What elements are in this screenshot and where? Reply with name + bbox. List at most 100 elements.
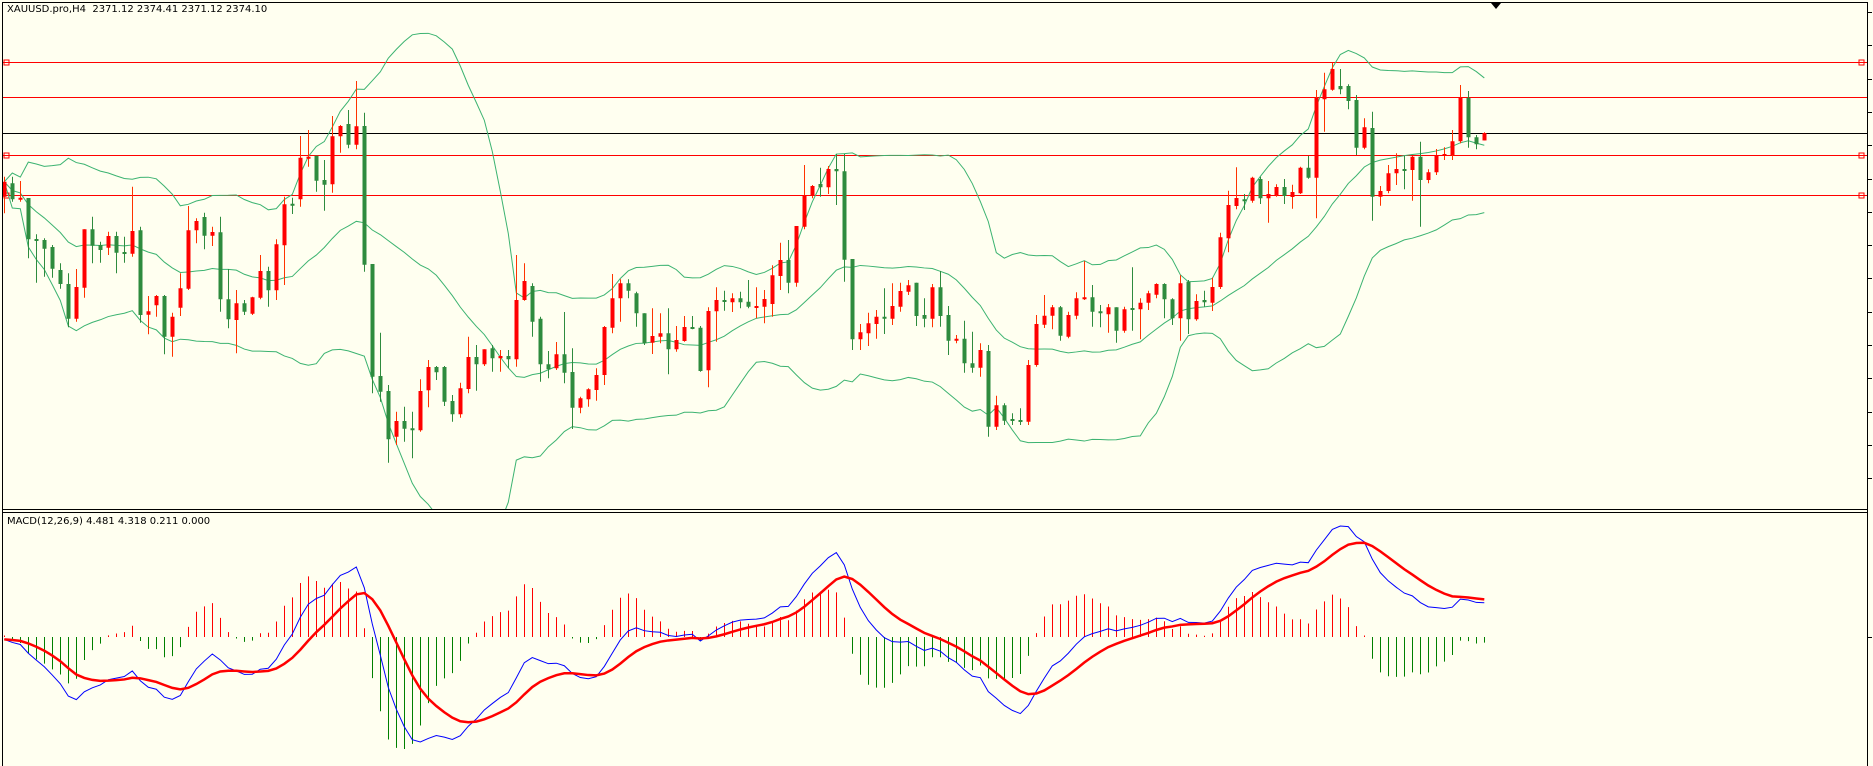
- candle-body: [10, 183, 15, 200]
- macd-signal-line: [4, 541, 1485, 724]
- candle: [466, 336, 471, 394]
- candle: [1290, 184, 1295, 209]
- candle: [1186, 280, 1191, 334]
- candle-body: [770, 275, 775, 304]
- candle-body: [82, 229, 87, 288]
- candle: [394, 411, 399, 445]
- candle: [474, 345, 479, 391]
- candle: [3, 176, 7, 214]
- candle-body: [346, 124, 351, 145]
- candle-body: [1314, 97, 1319, 178]
- candle: [1122, 306, 1127, 333]
- candle-body: [1002, 405, 1007, 421]
- candle-body: [1186, 281, 1191, 320]
- candle-body: [306, 156, 311, 159]
- candle-body: [458, 388, 463, 415]
- candle-body: [90, 229, 95, 246]
- candle-body: [378, 376, 383, 392]
- candle-body: [1394, 169, 1399, 174]
- candle-body: [986, 351, 991, 427]
- candle: [618, 279, 623, 322]
- candle: [746, 280, 751, 309]
- level-handle-icon[interactable]: [3, 59, 10, 66]
- candle-body: [74, 287, 79, 319]
- candle: [114, 231, 119, 274]
- candle-body: [626, 283, 631, 291]
- candle: [258, 255, 263, 300]
- candle-body: [66, 284, 71, 319]
- candle-body: [834, 169, 839, 172]
- candle: [506, 350, 511, 369]
- candle-body: [882, 316, 887, 319]
- candle: [1274, 184, 1279, 197]
- candle-body: [1010, 419, 1015, 421]
- candle-body: [338, 126, 343, 137]
- candle-body: [18, 197, 23, 200]
- candle-body: [850, 259, 855, 340]
- candle-body: [194, 221, 199, 231]
- level-handle-icon[interactable]: [3, 152, 10, 159]
- candle-body: [114, 236, 119, 253]
- candle-body: [450, 401, 455, 415]
- candle-body: [490, 348, 495, 359]
- candle: [1154, 283, 1159, 299]
- candle: [1002, 403, 1007, 425]
- candle: [1402, 156, 1407, 190]
- candle-body: [130, 231, 135, 254]
- level-handle-icon[interactable]: [1858, 59, 1865, 66]
- candle: [914, 282, 919, 326]
- chart-shift-marker-icon[interactable]: [1491, 3, 1501, 9]
- bollinger-bands: [3, 32, 1485, 509]
- candle-body: [1058, 307, 1063, 336]
- candle-body: [1362, 127, 1367, 148]
- candle: [874, 310, 879, 339]
- candle-body: [506, 356, 511, 360]
- candle: [1354, 95, 1359, 155]
- candle-body: [962, 338, 967, 364]
- macd-histogram: [4, 576, 1485, 749]
- candle-body: [954, 338, 959, 341]
- candle-body: [1330, 69, 1335, 90]
- candle-body: [1402, 169, 1407, 171]
- candle: [426, 360, 431, 408]
- candle-body: [218, 232, 223, 300]
- candle: [170, 312, 175, 357]
- candle: [210, 226, 215, 246]
- candle-body: [1066, 315, 1071, 337]
- candle: [682, 316, 687, 342]
- level-handle-icon[interactable]: [1858, 192, 1865, 199]
- candle-body: [1410, 156, 1415, 170]
- candle: [922, 298, 927, 328]
- candle: [738, 291, 743, 309]
- candle-body: [1018, 420, 1023, 422]
- candle: [1178, 275, 1183, 341]
- candle: [818, 167, 823, 197]
- candle: [1314, 90, 1319, 219]
- candle: [1322, 72, 1327, 132]
- candle: [554, 342, 559, 370]
- candle-body: [1114, 307, 1119, 331]
- candle-body: [698, 327, 703, 371]
- candle: [1234, 167, 1239, 210]
- candle: [698, 326, 703, 372]
- candle: [642, 313, 647, 345]
- candle: [58, 263, 63, 289]
- candle: [162, 295, 167, 355]
- candle-body: [402, 421, 407, 429]
- candle: [754, 287, 759, 319]
- candle-body: [314, 155, 319, 181]
- candle: [490, 345, 495, 372]
- level-handle-icon[interactable]: [1858, 152, 1865, 159]
- candle: [778, 242, 783, 290]
- candle-body: [1042, 315, 1047, 325]
- candle-body: [1458, 97, 1463, 142]
- candle: [970, 331, 975, 373]
- candle: [1146, 290, 1151, 310]
- candle: [1082, 261, 1087, 300]
- candle-body: [266, 271, 271, 291]
- candle-body: [642, 313, 647, 344]
- candle-body: [1082, 297, 1087, 300]
- candle: [386, 385, 391, 463]
- candle: [906, 280, 911, 295]
